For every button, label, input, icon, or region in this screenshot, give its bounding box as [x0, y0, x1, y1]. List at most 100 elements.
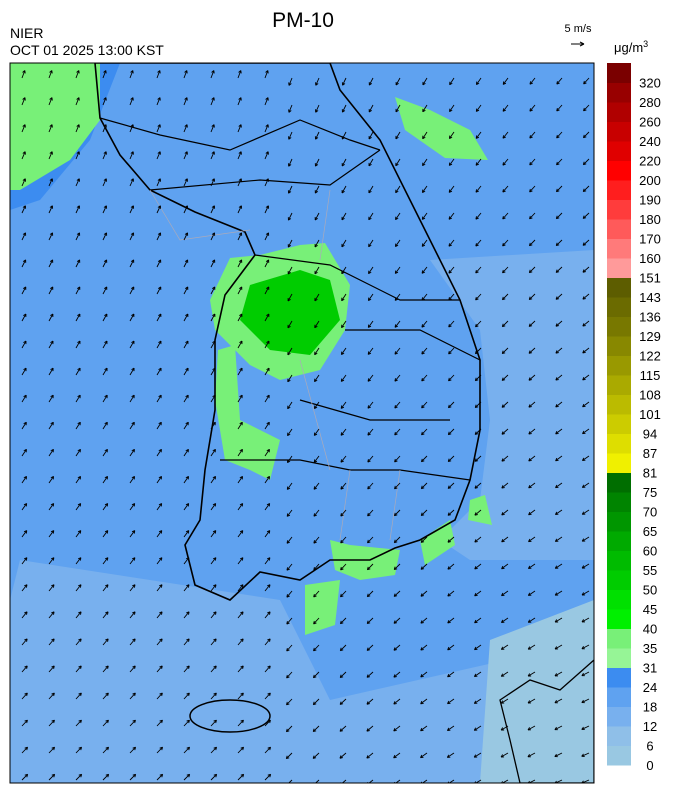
colorbar-box	[607, 278, 631, 298]
colorbar-label: 320	[639, 76, 661, 91]
colorbar-label: 75	[643, 485, 657, 500]
colorbar-box	[607, 102, 631, 122]
arrow-head	[529, 407, 532, 408]
colorbar-label: 143	[639, 290, 661, 305]
colorbar-label: 280	[639, 95, 661, 110]
colorbar-box	[607, 336, 631, 356]
colorbar-label: 151	[639, 271, 661, 286]
colorbar-box	[607, 434, 631, 454]
arrow-head	[556, 353, 559, 354]
colorbar-box	[607, 746, 631, 766]
arrow-head	[583, 299, 586, 300]
arrow-head	[367, 704, 370, 705]
colorbar-label: 0	[646, 758, 653, 773]
colorbar-box	[607, 395, 631, 415]
colorbar-label: 81	[643, 466, 657, 481]
arrow-head	[394, 704, 397, 705]
arrow-head	[448, 542, 451, 543]
colorbar-label: 55	[643, 563, 657, 578]
colorbar-box	[607, 512, 631, 532]
colorbar-label: 12	[643, 719, 657, 734]
colorbar-box	[607, 63, 631, 83]
colorbar-box	[607, 609, 631, 629]
colorbar-box	[607, 356, 631, 376]
colorbar-label: 87	[643, 446, 657, 461]
colorbar-box	[607, 161, 631, 181]
unit-base: μg/m	[614, 40, 643, 55]
arrow-head	[394, 650, 397, 651]
colorbar-box	[607, 629, 631, 649]
arrow-head	[583, 352, 586, 353]
colorbar-label: 6	[646, 739, 653, 754]
colorbar-box	[607, 668, 631, 688]
map	[10, 63, 594, 786]
arrow-head	[421, 650, 424, 651]
arrow-head	[529, 460, 532, 461]
arrow-head	[529, 380, 532, 381]
colorbar-label: 94	[643, 427, 657, 442]
arrow-head	[340, 758, 343, 759]
colorbar-label: 115	[640, 368, 661, 383]
colorbar-box	[607, 473, 631, 493]
arrow-head	[556, 380, 559, 381]
colorbar-label: 170	[639, 232, 661, 247]
colorbar-label: 136	[639, 310, 661, 325]
colorbar-label: 24	[643, 680, 657, 695]
colorbar-box	[607, 258, 631, 278]
colorbar-label: 129	[639, 329, 661, 344]
arrow-head	[448, 622, 451, 623]
arrow-head	[475, 488, 478, 489]
arrow-head	[502, 514, 505, 515]
colorbar-label: 240	[639, 134, 661, 149]
colorbar-box	[607, 707, 631, 727]
arrow-head	[421, 676, 424, 677]
colorbar-label: 180	[639, 212, 661, 227]
colorbar-box	[607, 414, 631, 434]
colorbar-label: 160	[639, 251, 661, 266]
arrow-head	[583, 326, 586, 327]
colorbar-label: 260	[639, 115, 661, 130]
colorbar-label: 200	[639, 173, 661, 188]
colorbar-label: 45	[643, 602, 657, 617]
arrow-head	[367, 731, 370, 732]
colorbar-label: 65	[643, 524, 657, 539]
arrow-head	[421, 596, 424, 597]
colorbar-label: 70	[643, 505, 657, 520]
colorbar-box	[607, 180, 631, 200]
arrow-head	[502, 434, 505, 435]
colorbar-box	[607, 83, 631, 103]
colorbar-box	[607, 317, 631, 337]
colorbar-label: 122	[639, 349, 661, 364]
datetime: OCT 01 2025 13:00 KST	[10, 42, 164, 58]
colorbar-box	[607, 570, 631, 590]
arrow-head	[502, 461, 505, 462]
colorbar-label: 50	[643, 583, 657, 598]
arrow-head	[394, 730, 397, 731]
arrow-head	[502, 488, 505, 489]
colorbar-box	[607, 297, 631, 317]
colorbar-box	[607, 687, 631, 707]
colorbar-box	[607, 590, 631, 610]
colorbar-box	[607, 219, 631, 239]
colorbar-box	[607, 492, 631, 512]
colorbar-box	[607, 200, 631, 220]
colorbar-box	[607, 531, 631, 551]
title: PM-10	[272, 9, 334, 32]
colorbar-box	[607, 726, 631, 746]
arrow-head	[448, 596, 451, 597]
colorbar-label: 101	[639, 407, 661, 422]
colorbar-box	[607, 141, 631, 161]
colorbar-box	[607, 648, 631, 668]
arrow-head	[475, 542, 478, 543]
colorbar-box	[607, 375, 631, 395]
colorbar-label: 18	[643, 700, 657, 715]
agency: NIER	[10, 25, 43, 41]
colorbar-label: 40	[643, 622, 657, 637]
arrow-head	[394, 677, 397, 678]
colorbar-label: 190	[639, 193, 661, 208]
colorbar-box	[607, 551, 631, 571]
arrow-head	[556, 326, 559, 327]
colorbar-label: 108	[639, 388, 661, 403]
colorbar-label: 31	[643, 661, 657, 676]
